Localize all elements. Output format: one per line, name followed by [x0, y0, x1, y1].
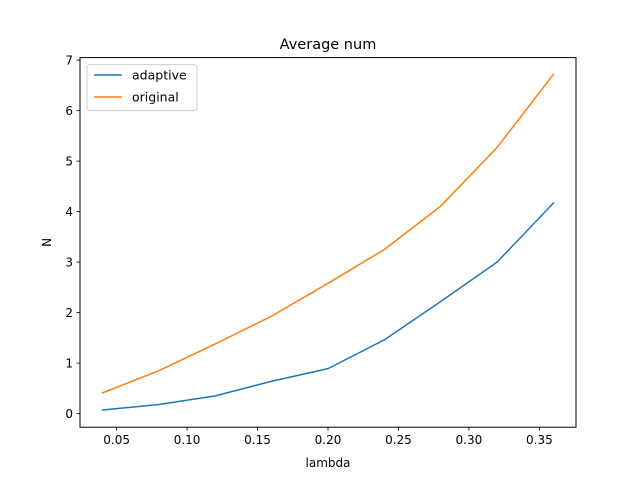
y-axis: 0 1 2 3 4 5 6 7: [65, 53, 80, 421]
x-tick-label: 0.10: [174, 433, 201, 447]
series-line-adaptive: [101, 201, 555, 411]
legend-label-adaptive: adaptive: [132, 68, 187, 83]
x-tick-label: 0.25: [385, 433, 412, 447]
y-tick-label: 5: [65, 154, 73, 168]
legend: adaptive original: [86, 64, 198, 112]
x-tick-label: 0.05: [103, 433, 130, 447]
series-line-original: [101, 73, 555, 394]
x-tick-label: 0.35: [526, 433, 553, 447]
x-tick-label: 0.15: [244, 433, 271, 447]
y-tick-label: 7: [65, 53, 73, 67]
x-axis: 0.05 0.10 0.15 0.20 0.25 0.30 0.35: [103, 427, 553, 447]
plot-lines: [101, 73, 555, 411]
y-tick-label: 2: [65, 306, 73, 320]
y-tick-label: 6: [65, 104, 73, 118]
legend-label-original: original: [132, 90, 179, 105]
x-axis-label: lambda: [306, 456, 351, 470]
y-axis-label: N: [40, 238, 54, 247]
x-tick-label: 0.30: [456, 433, 483, 447]
x-tick-label: 0.20: [315, 433, 342, 447]
y-tick-label: 3: [65, 255, 73, 269]
y-tick-label: 0: [65, 407, 73, 421]
chart-title: Average num: [280, 37, 377, 53]
y-tick-label: 4: [65, 205, 73, 219]
legend-box: [86, 64, 198, 112]
y-tick-label: 1: [65, 356, 73, 370]
